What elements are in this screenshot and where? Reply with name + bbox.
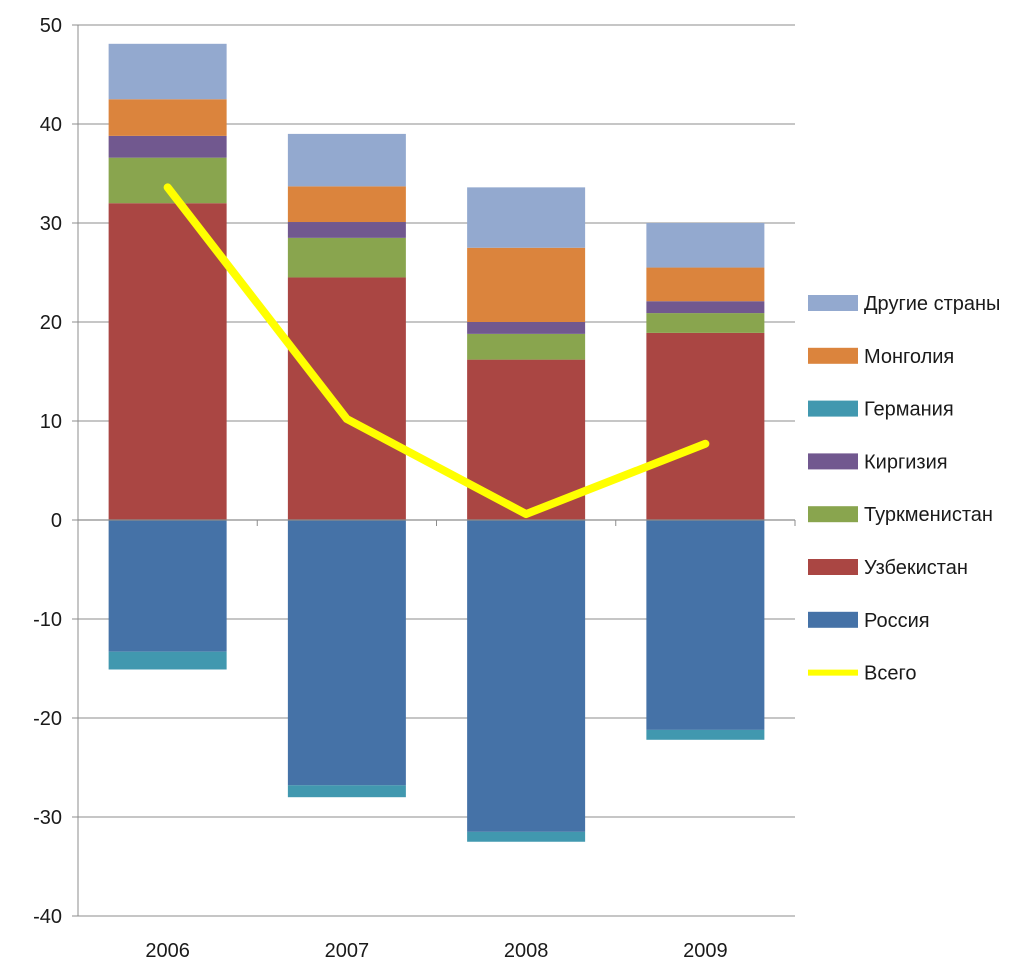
y-tick-label: -40: [33, 906, 62, 928]
legend-swatch: [808, 453, 858, 470]
bar-segment: [467, 520, 586, 832]
bar-segment: [108, 203, 227, 520]
legend-label: Россия: [864, 610, 930, 632]
legend-label: Киргизия: [864, 451, 948, 473]
bar-segment: [467, 333, 586, 360]
bar-segment: [646, 267, 765, 302]
bar-segment: [108, 520, 227, 652]
y-tick-label: 30: [40, 213, 62, 235]
legend-swatch: [808, 611, 858, 628]
bars-layer: [108, 43, 765, 842]
x-tick-label: 2007: [325, 940, 370, 962]
legend-swatch: [808, 295, 858, 311]
bar-segment: [287, 186, 406, 223]
legend-label: Туркменистан: [864, 504, 993, 526]
y-tick-label: 50: [40, 15, 62, 37]
legend-swatch: [808, 506, 858, 523]
bar-segment: [108, 135, 227, 158]
bar-segment: [108, 651, 227, 670]
legend-label: Монголия: [864, 346, 954, 368]
line-layer: [163, 183, 710, 519]
legend-swatch: [808, 559, 858, 575]
bar-segment: [287, 785, 406, 798]
y-tick-label: -30: [33, 807, 62, 829]
axes-layer: [72, 24, 796, 917]
bar-segment: [287, 222, 406, 238]
y-tick-label: -10: [33, 609, 62, 631]
bar-segment: [108, 157, 227, 204]
legend-label: Германия: [864, 399, 954, 421]
legend-label: Всего: [864, 663, 916, 685]
bar-segment: [646, 520, 765, 730]
y-tick-label: 20: [40, 312, 62, 334]
bar-segment: [108, 43, 227, 100]
bar-segment: [467, 831, 586, 842]
bar-segment: [287, 277, 406, 520]
bar-segment: [287, 520, 406, 786]
bar-segment: [646, 332, 765, 520]
bar-segment: [467, 187, 586, 248]
bar-segment: [287, 237, 406, 278]
bar-segment: [646, 729, 765, 740]
bar-segment: [646, 313, 765, 333]
total-line: [163, 183, 710, 519]
y-tick-label: 0: [51, 510, 62, 532]
y-tick-label: 10: [40, 411, 62, 433]
x-tick-label: 2009: [683, 940, 728, 962]
bar-segment: [287, 133, 406, 187]
legend-label: Узбекистан: [864, 557, 968, 579]
labels-layer: -40 -30 -20 -10 0 10 20 30 40 50 2006 2007 2008 2009: [33, 15, 728, 962]
y-tick-label: -20: [33, 708, 62, 730]
bar-segment: [646, 301, 765, 314]
x-tick-label: 2008: [504, 940, 549, 962]
bar-segment: [467, 322, 586, 334]
bar-segment: [646, 223, 765, 268]
legend-label: Другие страны: [864, 293, 1000, 315]
bar-segment: [467, 247, 586, 322]
bar-segment: [108, 99, 227, 136]
x-tick-label: 2006: [145, 940, 190, 962]
legend: Другие страны Монголия Германия Киргизия Тур…: [808, 293, 1000, 685]
legend-swatch: [808, 347, 858, 364]
legend-swatch: [808, 400, 858, 417]
y-tick-label: 40: [40, 114, 62, 136]
